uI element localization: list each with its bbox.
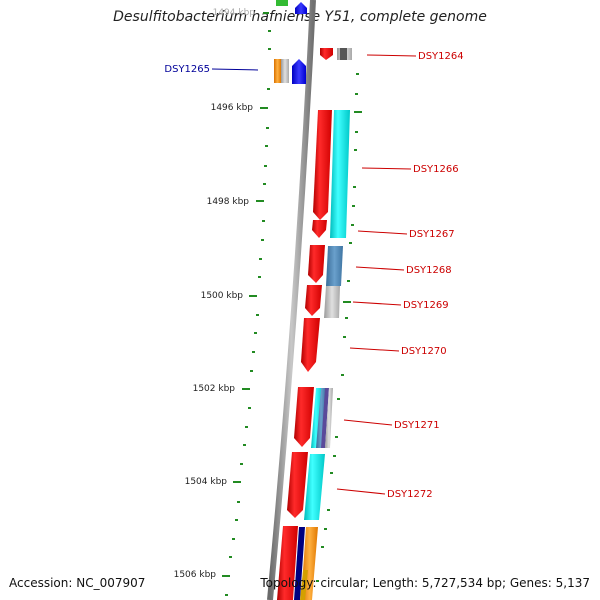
feature-orange-dsy1265 [274, 59, 281, 83]
kbp-label-1500: 1500 kbp [201, 291, 244, 301]
feature-steel-dsy1268 [326, 246, 343, 286]
map-title: Desulfitobacterium hafniense Y51, comple… [113, 9, 487, 25]
feature-steel-dsy1271 [316, 388, 326, 448]
kbp-label-1496: 1496 kbp [211, 103, 254, 113]
gene-label-dsy1268[interactable]: DSY1268 [406, 265, 452, 276]
gene-label-dsy1265[interactable]: DSY1265 [164, 64, 210, 75]
feature-navy-bottom [294, 527, 305, 600]
ruler-dots-left [225, 30, 271, 596]
kbp-tick-marks [222, 12, 362, 577]
feature-green-top [276, 0, 288, 6]
kbp-label-1504: 1504 kbp [185, 477, 228, 487]
feature-red-bottom [277, 526, 298, 600]
feature-cyan-dsy1266 [330, 110, 350, 238]
gene-label-dsy1270[interactable]: DSY1270 [401, 346, 447, 357]
feature-blue-top [295, 2, 307, 14]
feature-cyan-dsy1272 [304, 454, 325, 520]
feature-gray-dsy1265 [281, 59, 289, 83]
feature-gray-dsy1271 [325, 388, 333, 448]
kbp-label-1494: 1494 kbp [213, 8, 256, 18]
gene-label-dsy1264[interactable]: DSY1264 [418, 51, 464, 62]
gene-arrow-dsy1264 [320, 48, 333, 60]
gene-arrow-dsy1272 [287, 452, 308, 518]
genome-backbone [267, 0, 316, 600]
kbp-label-1502: 1502 kbp [193, 384, 236, 394]
gene-arrow-dsy1267 [312, 220, 327, 238]
kbp-label-1498: 1498 kbp [207, 197, 250, 207]
ruler-dots-right [316, 73, 359, 582]
feature-gray-dsy1269 [324, 286, 340, 318]
topology-text: Topology: circular; Length: 5,727,534 bp… [260, 576, 590, 590]
accession-text: Accession: NC_007907 [9, 576, 146, 590]
gene-arrow-dsy1270 [301, 318, 320, 372]
kbp-label-1506: 1506 kbp [174, 570, 217, 580]
gene-label-dsy1272[interactable]: DSY1272 [387, 489, 433, 500]
feature-dark-dsy1264 [340, 48, 347, 60]
gene-arrow-dsy1271 [294, 387, 314, 447]
gene-label-dsy1269[interactable]: DSY1269 [403, 300, 449, 311]
feature-gold-bottom [300, 570, 308, 600]
gene-label-dsy1271[interactable]: DSY1271 [394, 420, 440, 431]
gene-arrow-dsy1265 [292, 59, 306, 84]
leader-lines [211, 54, 417, 495]
gene-label-dsy1266[interactable]: DSY1266 [413, 164, 459, 175]
gene-arrow-dsy1266 [313, 110, 332, 220]
gene-label-dsy1267[interactable]: DSY1267 [409, 229, 455, 240]
gene-arrow-dsy1269 [305, 285, 322, 316]
gene-arrow-dsy1268 [308, 245, 325, 283]
feature-purple-dsy1271 [321, 388, 329, 448]
